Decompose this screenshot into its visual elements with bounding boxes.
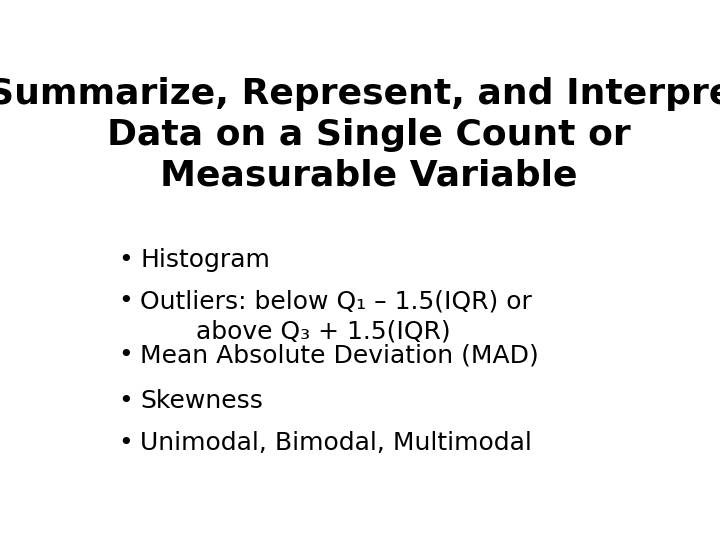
Text: •: • (118, 431, 132, 455)
Text: Unimodal, Bimodal, Multimodal: Unimodal, Bimodal, Multimodal (140, 431, 532, 455)
Text: •: • (118, 248, 132, 272)
Text: Summarize, Represent, and Interpret
Data on a Single Count or
Measurable Variabl: Summarize, Represent, and Interpret Data… (0, 77, 720, 193)
Text: Histogram: Histogram (140, 248, 270, 272)
Text: •: • (118, 289, 132, 313)
Text: •: • (118, 389, 132, 413)
Text: Mean Absolute Deviation (MAD): Mean Absolute Deviation (MAD) (140, 343, 539, 367)
Text: Outliers: below Q₁ – 1.5(IQR) or
       above Q₃ + 1.5(IQR): Outliers: below Q₁ – 1.5(IQR) or above Q… (140, 289, 532, 343)
Text: •: • (118, 343, 132, 367)
Text: Skewness: Skewness (140, 389, 263, 413)
